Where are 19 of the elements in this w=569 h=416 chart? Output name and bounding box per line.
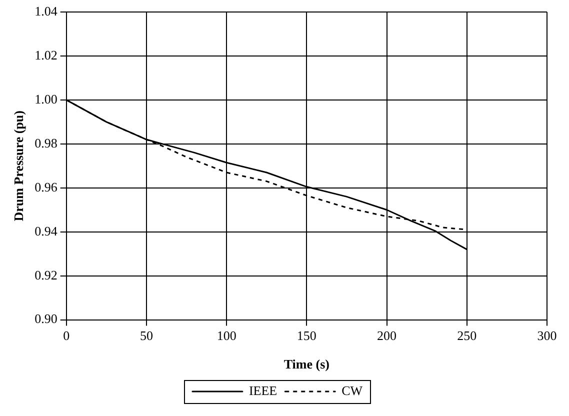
y-tick-label: 0.96 [34,179,58,194]
y-tick-label: 0.98 [34,135,58,150]
x-tick-label: 300 [537,328,557,344]
y-axis-title: Drum Pressure (pu) [11,110,26,222]
x-tick-label: 50 [140,328,153,344]
x-tick-label: 250 [457,328,477,344]
x-tick-label: 100 [216,328,236,344]
x-tick-label: 150 [296,328,316,344]
legend-label: CW [342,382,364,398]
legend-label: IEEE [248,382,278,398]
y-tick-label: 0.94 [34,223,58,238]
y-tick-label: 1.00 [34,91,58,106]
x-tick-label: 200 [377,328,397,344]
y-tick-label: 0.92 [34,267,58,282]
y-tick-label: 1.02 [34,47,58,62]
y-tick-label: 0.90 [34,311,58,326]
y-tick-label: 1.04 [34,3,58,18]
x-axis-title: Time (s) [284,356,330,372]
x-tick-label: 0 [63,328,70,344]
